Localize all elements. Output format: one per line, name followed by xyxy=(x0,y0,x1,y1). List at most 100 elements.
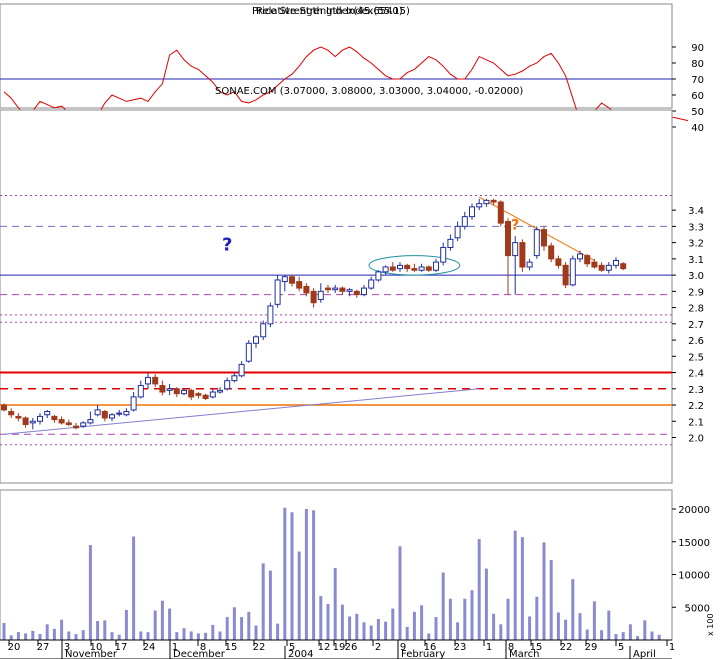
volume-bar xyxy=(24,633,28,640)
price-tick-label: 3.1 xyxy=(688,255,704,266)
candle-body xyxy=(346,289,353,292)
x-day-label: 3 xyxy=(64,642,70,653)
price-tick-label: 2.4 xyxy=(688,369,704,380)
volume-bar xyxy=(247,611,251,640)
price-tick-label: 2.1 xyxy=(688,417,704,428)
candle-body xyxy=(476,203,483,208)
volume-bar xyxy=(326,603,330,640)
candle-body xyxy=(353,290,360,296)
price-tick-label: 2.2 xyxy=(688,401,704,412)
candle-body xyxy=(281,276,288,283)
volume-bar xyxy=(225,617,229,640)
candle-body xyxy=(80,422,87,427)
volume-bar xyxy=(564,619,568,640)
candle-body xyxy=(159,385,166,393)
volume-bar xyxy=(211,624,215,640)
rsi-tick-label: 80 xyxy=(691,59,704,70)
candle-body xyxy=(361,287,367,296)
volume-bar xyxy=(614,634,618,640)
price-tick-label: 2.9 xyxy=(688,287,704,298)
volume-bar xyxy=(196,633,200,640)
candle-body xyxy=(317,290,324,300)
candle-body xyxy=(368,279,375,289)
price-frame xyxy=(0,109,673,484)
rsi-tick-label: 40 xyxy=(691,123,704,134)
candle-body xyxy=(461,216,468,227)
x-day-label: 8 xyxy=(508,642,514,653)
volume-bar xyxy=(232,607,236,640)
volume-bar xyxy=(31,630,35,640)
volume-bar xyxy=(132,536,136,640)
x-day-label: 24 xyxy=(143,642,156,653)
candle-body xyxy=(447,238,454,248)
volume-bar xyxy=(117,634,121,640)
rsi-tick-label: 60 xyxy=(691,91,704,102)
volume-bar xyxy=(492,613,496,640)
candle-body xyxy=(130,396,137,411)
candle-body xyxy=(433,261,439,271)
x-day-label: 26 xyxy=(345,642,358,653)
volume-bar xyxy=(88,545,92,640)
candle-body xyxy=(109,414,115,419)
x-day-label: 19 xyxy=(333,642,346,653)
volume-bar xyxy=(607,610,611,640)
x-day-label: 2 xyxy=(375,642,381,653)
candle-body xyxy=(22,417,29,426)
candle-body xyxy=(101,411,108,419)
volume-bar xyxy=(412,611,416,640)
volume-bar xyxy=(636,636,640,640)
price-tick-label: 2.5 xyxy=(688,352,704,363)
candle-body xyxy=(8,411,15,416)
volume-bar xyxy=(290,512,294,640)
candle-body xyxy=(224,380,231,390)
volume-bar xyxy=(434,617,438,640)
candle-body xyxy=(245,342,252,362)
volume-bar xyxy=(124,609,128,640)
volume-bar xyxy=(571,579,575,640)
candle-body xyxy=(29,420,36,424)
volume-bar xyxy=(643,620,647,640)
candle-body xyxy=(483,199,490,205)
volume-bar xyxy=(499,624,503,640)
volume-bar xyxy=(542,542,546,640)
volume-bar xyxy=(592,601,596,640)
candle-body xyxy=(73,425,79,429)
x-day-label: 22 xyxy=(560,642,573,653)
candle-body xyxy=(94,409,101,416)
volume-bar xyxy=(420,605,424,640)
candle-body xyxy=(145,376,151,385)
volume-bar xyxy=(189,631,193,640)
candle-body xyxy=(526,261,533,268)
candle-body xyxy=(202,394,209,400)
candle-body xyxy=(418,266,425,271)
candle-body xyxy=(310,290,317,304)
volume-bar xyxy=(304,509,308,640)
rsi-line xyxy=(3,46,689,128)
price-tick-label: 2.6 xyxy=(688,336,704,347)
volume-bar xyxy=(283,507,287,640)
candle-body xyxy=(1,404,7,411)
candle-body xyxy=(533,229,540,257)
candle-body xyxy=(51,415,58,421)
volume-bar xyxy=(484,568,488,640)
volume-bar xyxy=(628,624,632,640)
candle-body xyxy=(116,412,123,415)
price-tick-label: 2.8 xyxy=(688,304,704,315)
volume-bar xyxy=(218,631,222,640)
candle-body xyxy=(505,221,511,257)
volume-bar xyxy=(276,623,280,640)
x-day-label: 17 xyxy=(115,642,128,653)
candle-body xyxy=(289,276,295,284)
volume-panel: 5000 10000 15000 20000 xyxy=(0,489,710,641)
volume-bar xyxy=(312,510,316,640)
x-month-label: March xyxy=(509,649,539,659)
candle-body xyxy=(548,245,555,260)
volume-bar xyxy=(556,612,560,640)
candle-body xyxy=(339,287,346,292)
volume-bar xyxy=(9,635,13,640)
candle-body xyxy=(58,419,65,424)
volume-bar xyxy=(45,624,49,640)
x-day-label: 16 xyxy=(424,642,437,653)
price-tick-label: 3.2 xyxy=(688,239,704,250)
x-day-label: 1 xyxy=(172,642,178,653)
